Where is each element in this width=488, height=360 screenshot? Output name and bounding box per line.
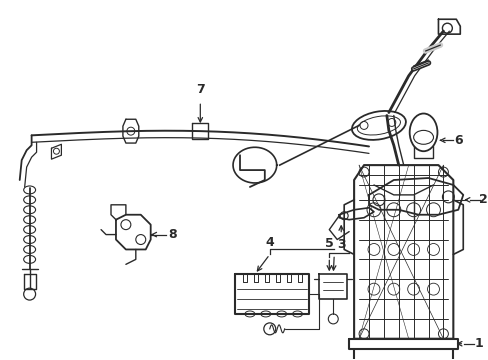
Text: 8: 8 (168, 228, 177, 241)
Text: 6: 6 (453, 134, 462, 147)
Text: 5: 5 (324, 237, 333, 250)
Text: 2: 2 (478, 193, 487, 206)
Text: 7: 7 (196, 83, 204, 96)
Text: 4: 4 (265, 236, 274, 249)
Text: 1: 1 (474, 337, 483, 350)
Text: 3: 3 (336, 238, 345, 251)
